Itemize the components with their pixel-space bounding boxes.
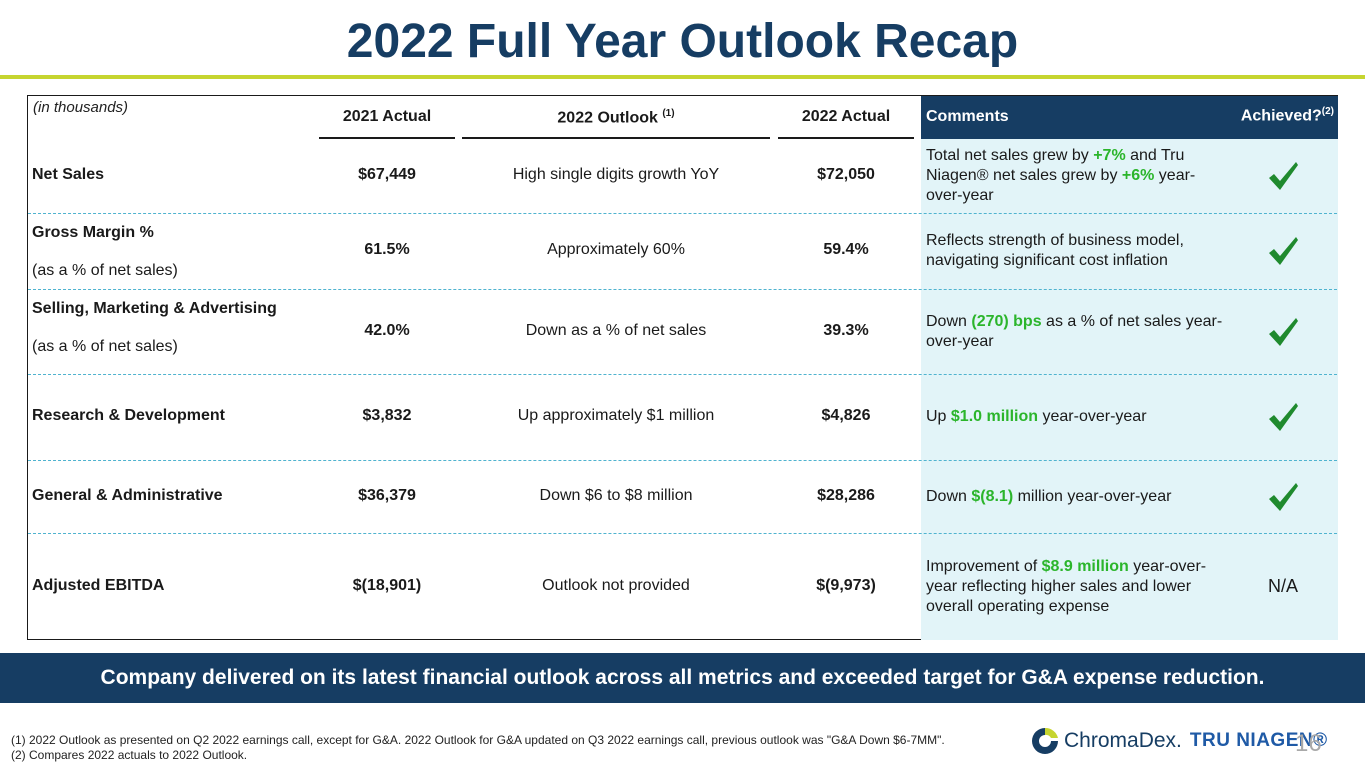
header-underline-2022 bbox=[778, 137, 914, 139]
comment-highlight: (270) bps bbox=[971, 312, 1042, 330]
header-achieved-footnote: (2) bbox=[1321, 106, 1334, 117]
header-achieved: Achieved?(2) bbox=[1196, 106, 1334, 125]
value-2022-actual: $(9,973) bbox=[816, 576, 876, 594]
row-divider bbox=[28, 213, 1337, 214]
comment-text: Total net sales grew by +7% and Tru Niag… bbox=[926, 146, 1226, 206]
logo-brand: ChromaDex. bbox=[1064, 729, 1182, 752]
logo-product: TRU NIAGEN® bbox=[1189, 730, 1328, 751]
value-2022-outlook: Outlook not provided bbox=[542, 576, 690, 594]
title-underline bbox=[0, 75, 1365, 79]
value-2022-actual: $72,050 bbox=[817, 166, 875, 183]
comment-text: Down $(8.1) million year-over-year bbox=[926, 487, 1226, 507]
value-2021-actual: $36,379 bbox=[358, 486, 416, 504]
comments-column-background bbox=[921, 139, 1338, 640]
header-achieved-label: Achieved? bbox=[1240, 107, 1322, 125]
value-2021-actual: 61.5% bbox=[364, 241, 410, 258]
header-2022-outlook-label: 2022 Outlook bbox=[557, 109, 658, 127]
comment-text: Improvement of $8.9 million year-over-ye… bbox=[926, 557, 1226, 617]
value-2022-outlook: Down $6 to $8 million bbox=[539, 486, 693, 504]
value-2022-outlook: High single digits growth YoY bbox=[512, 166, 720, 183]
metric-label: Net Sales bbox=[32, 166, 105, 183]
header-2022-actual: 2022 Actual bbox=[801, 108, 891, 125]
row-divider bbox=[28, 374, 1337, 375]
footnotes: (1) 2022 Outlook as presented on Q2 2022… bbox=[11, 733, 945, 763]
comment-segment: Up bbox=[926, 408, 951, 425]
footnote-1: (1) 2022 Outlook as presented on Q2 2022… bbox=[11, 733, 945, 747]
checkmark-icon bbox=[1269, 403, 1298, 431]
header-underline-2021 bbox=[319, 137, 455, 139]
metric-sublabel: (as a % of net sales) bbox=[32, 262, 178, 279]
units-label: (in thousands) bbox=[33, 99, 129, 116]
checkmark-icon bbox=[1269, 317, 1298, 346]
metric-label: Adjusted EBITDA bbox=[32, 576, 165, 594]
value-2022-actual: $4,826 bbox=[821, 407, 871, 424]
header-2022-outlook-footnote: (1) bbox=[662, 108, 675, 119]
value-2022-actual: 39.3% bbox=[823, 321, 869, 339]
value-2022-actual: $28,286 bbox=[817, 486, 875, 504]
metric-label: Research & Development bbox=[32, 407, 225, 424]
value-2021-actual: $(18,901) bbox=[352, 576, 422, 594]
comment-segment: Down bbox=[926, 487, 972, 505]
company-logo: ChromaDex. TRU NIAGEN® bbox=[1030, 724, 1328, 758]
comment-segment: as a % of net sales year-over-year bbox=[926, 312, 1223, 350]
comment-segment: year-over-year bbox=[926, 167, 1196, 204]
header-underline-outlook bbox=[462, 137, 770, 139]
comment-text: Down (270) bps as a % of net sales year-… bbox=[926, 312, 1226, 352]
comments-header-bar bbox=[921, 96, 1338, 139]
page-number: 16 bbox=[1295, 730, 1322, 757]
row-divider bbox=[28, 533, 1337, 534]
metric-label: Selling, Marketing & Advertising bbox=[32, 300, 277, 317]
summary-banner: Company delivered on its latest financia… bbox=[0, 653, 1365, 703]
value-2022-outlook: Down as a % of net sales bbox=[525, 321, 707, 339]
row-divider bbox=[28, 460, 1337, 461]
comment-segment: Improvement of bbox=[926, 557, 1042, 575]
metric-label: Gross Margin % bbox=[32, 224, 154, 241]
comment-segment: and Tru Niagen® net sales grew by bbox=[926, 147, 1185, 184]
value-2022-actual: 59.4% bbox=[823, 241, 869, 258]
metric-sublabel: (as a % of net sales) bbox=[32, 338, 178, 355]
comment-highlight: $(8.1) bbox=[971, 487, 1014, 505]
comment-segment: million year-over-year bbox=[1013, 487, 1172, 505]
header-2022-outlook: 2022 Outlook (1) bbox=[462, 108, 770, 127]
header-comments: Comments bbox=[926, 108, 1009, 125]
comment-highlight: $1.0 million bbox=[950, 408, 1039, 425]
comment-highlight: $8.9 million bbox=[1041, 557, 1129, 575]
value-2021-actual: $3,832 bbox=[362, 407, 412, 424]
header-2021-actual: 2021 Actual bbox=[342, 108, 432, 125]
metric-label: General & Administrative bbox=[32, 486, 223, 504]
achieved-na: N/A bbox=[1267, 575, 1298, 596]
comment-highlight: +7% bbox=[1093, 147, 1126, 164]
value-2022-outlook: Up approximately $1 million bbox=[517, 407, 715, 424]
comment-segment: Total net sales grew by bbox=[926, 147, 1094, 164]
value-2021-actual: $67,449 bbox=[358, 166, 416, 183]
checkmark-icon bbox=[1269, 162, 1298, 190]
comment-text: Reflects strength of business model, nav… bbox=[926, 231, 1226, 271]
checkmark-icon bbox=[1269, 237, 1298, 265]
comment-segment: Down bbox=[926, 312, 972, 330]
chromadex-logo-icon bbox=[1032, 727, 1058, 754]
value-2022-outlook: Approximately 60% bbox=[547, 241, 685, 258]
value-2021-actual: 42.0% bbox=[364, 321, 410, 339]
row-divider bbox=[28, 289, 1337, 290]
comment-highlight: +6% bbox=[1121, 167, 1155, 184]
comment-segment: year-over-year reflecting higher sales a… bbox=[926, 557, 1207, 615]
comment-text: Up $1.0 million year-over-year bbox=[926, 407, 1226, 427]
checkmark-icon bbox=[1269, 482, 1298, 511]
outlook-table: (in thousands) 2021 Actual 2022 Outlook … bbox=[27, 95, 1338, 640]
comment-segment: year-over-year bbox=[1038, 408, 1147, 425]
page-title: 2022 Full Year Outlook Recap bbox=[346, 15, 1019, 68]
footnote-2: (2) Compares 2022 actuals to 2022 Outloo… bbox=[11, 748, 248, 762]
comment-segment: Reflects strength of business model, nav… bbox=[926, 232, 1184, 269]
